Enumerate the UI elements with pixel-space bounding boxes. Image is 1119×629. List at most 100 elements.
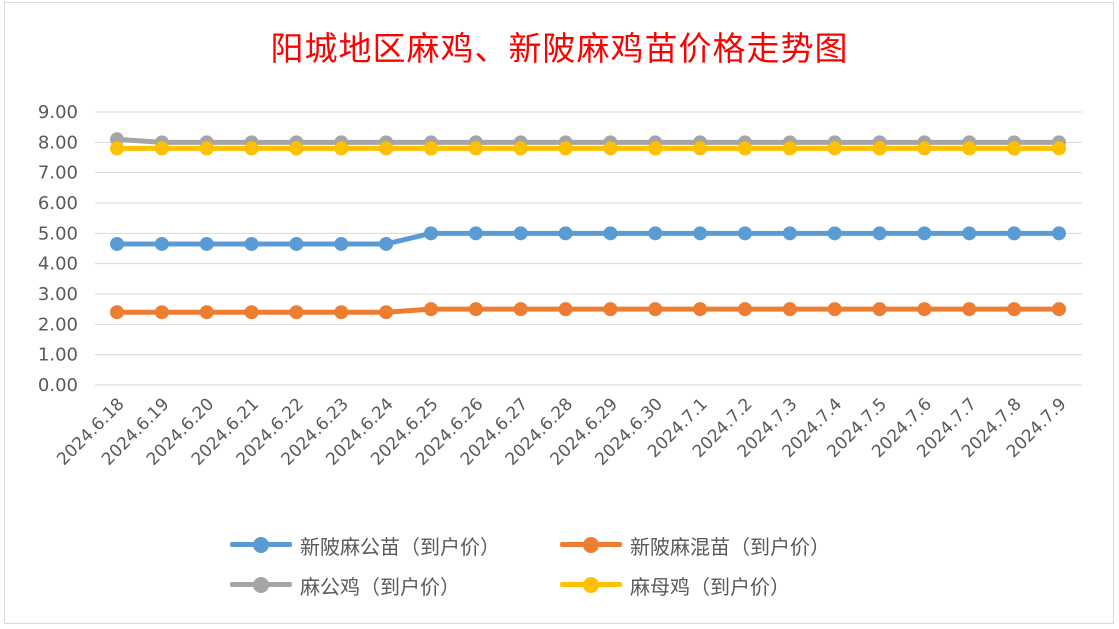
data-point [154,305,169,320]
legend-item[interactable]: 麻公鸡（到户价） [230,570,460,600]
data-point [1007,302,1022,317]
data-point [513,141,528,156]
data-point [289,236,304,251]
data-point [244,236,259,251]
chart-title: 阳城地区麻鸡、新陂麻鸡苗价格走势图 [270,29,849,68]
data-point [289,141,304,156]
data-point [154,236,169,251]
y-tick-label: 0.00 [38,375,78,396]
series-lines [110,132,1066,320]
data-point [603,141,618,156]
series-line [114,306,1062,315]
series-3 [110,141,1066,156]
data-point [379,236,394,251]
data-point [558,141,573,156]
data-point [1052,226,1066,241]
y-tick-label: 6.00 [38,193,78,214]
data-point [379,141,394,156]
legend-swatch [560,533,622,557]
data-point [558,226,573,241]
legend-label: 新陂麻公苗（到户价） [300,534,500,559]
data-point [1052,302,1066,317]
data-point [199,236,214,251]
legend-label: 麻公鸡（到户价） [300,574,460,599]
y-tick-label: 3.00 [38,284,78,305]
y-tick-label: 4.00 [38,254,78,275]
data-point [782,141,797,156]
data-point [872,302,887,317]
data-point [468,226,483,241]
data-point [827,226,842,241]
data-point [1007,141,1022,156]
data-point [1007,226,1022,241]
data-point [379,305,394,320]
data-point [693,302,708,317]
series-line [114,230,1062,247]
legend-marker [583,577,599,593]
legend-marker [253,537,269,553]
series-line [114,136,1062,145]
x-axis-ticks: 2024.6.182024.6.192024.6.202024.6.212024… [53,394,1070,469]
data-point [424,141,438,156]
data-point [334,305,349,320]
data-point [648,226,663,241]
y-tick-label: 9.00 [38,102,78,123]
legend-label: 新陂麻混苗（到户价） [630,534,830,559]
data-point [468,141,483,156]
data-point [424,302,438,317]
legend-swatch [230,573,292,597]
y-tick-label: 2.00 [38,314,78,335]
data-point [962,141,977,156]
data-point [962,302,977,317]
y-axis-ticks: 9.00 8.00 7.00 6.00 5.00 4.00 3.00 2.00 1.00 0.00 [38,102,78,396]
data-point [962,226,977,241]
legend-label: 麻母鸡（到户价） [630,574,790,599]
data-point [334,141,349,156]
data-point [154,141,169,156]
y-tick-label: 8.00 [38,132,78,153]
series-0 [110,226,1066,251]
data-point [513,302,528,317]
data-point [334,236,349,251]
data-point [738,302,752,317]
legend-swatch [560,573,622,597]
data-point [917,141,932,156]
legend-swatch [230,533,292,557]
data-point [782,302,797,317]
legend-marker [253,577,269,593]
data-point [872,141,887,156]
data-point [199,305,214,320]
data-point [603,302,618,317]
data-point [693,141,708,156]
data-point [603,226,618,241]
data-point [917,302,932,317]
data-point [289,305,304,320]
legend-marker [583,537,599,553]
legend-item[interactable]: 新陂麻混苗（到户价） [560,530,830,560]
y-tick-label: 7.00 [38,163,78,184]
data-point [648,141,663,156]
data-point [917,226,932,241]
data-point [872,226,887,241]
data-point [110,236,124,251]
data-point [513,226,528,241]
data-point [738,141,752,156]
data-point [738,226,752,241]
data-point [1052,141,1066,156]
data-point [110,141,124,156]
y-tick-label: 1.00 [38,345,78,366]
gridlines [95,111,1082,386]
data-point [468,302,483,317]
data-point [827,302,842,317]
y-tick-label: 5.00 [38,223,78,244]
data-point [693,226,708,241]
legend-item[interactable]: 麻母鸡（到户价） [560,570,790,600]
data-point [244,305,259,320]
data-point [244,141,259,156]
data-point [827,141,842,156]
data-point [110,305,124,320]
data-point [424,226,438,241]
legend-item[interactable]: 新陂麻公苗（到户价） [230,530,500,560]
